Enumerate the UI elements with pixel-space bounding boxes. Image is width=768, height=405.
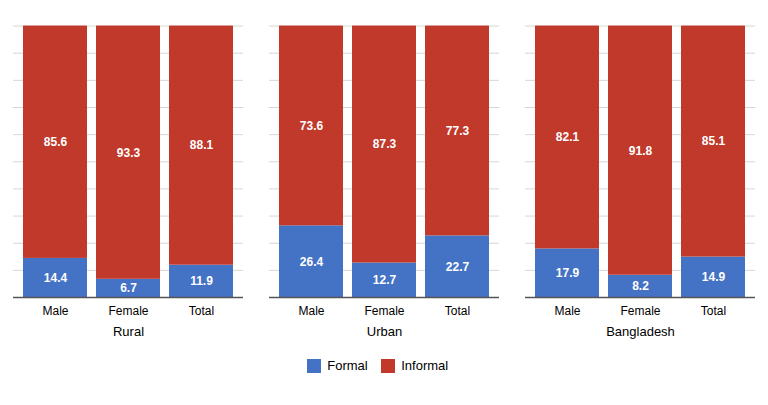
svg-text:85.6: 85.6 — [44, 135, 68, 149]
svg-text:Total: Total — [701, 304, 726, 318]
svg-text:6.7: 6.7 — [120, 281, 137, 295]
svg-text:8.2: 8.2 — [632, 279, 649, 293]
svg-text:14.4: 14.4 — [44, 271, 68, 285]
svg-text:Urban: Urban — [367, 324, 402, 339]
svg-text:Rural: Rural — [113, 324, 144, 339]
svg-text:85.1: 85.1 — [702, 134, 726, 148]
svg-text:12.7: 12.7 — [373, 273, 397, 287]
svg-text:Female: Female — [364, 304, 404, 318]
svg-text:Male: Male — [298, 304, 324, 318]
svg-text:82.1: 82.1 — [556, 130, 580, 144]
svg-text:14.9: 14.9 — [702, 270, 726, 284]
svg-text:Male: Male — [42, 304, 68, 318]
svg-text:Bangladesh: Bangladesh — [606, 324, 675, 339]
svg-text:88.1: 88.1 — [190, 138, 214, 152]
svg-text:26.4: 26.4 — [300, 255, 324, 269]
svg-text:Female: Female — [620, 304, 660, 318]
svg-text:Male: Male — [554, 304, 580, 318]
svg-text:93.3: 93.3 — [117, 146, 141, 160]
svg-text:Female: Female — [108, 304, 148, 318]
svg-text:91.8: 91.8 — [629, 143, 653, 157]
html-text:Informal: Informal — [401, 358, 449, 373]
svg-text:Total: Total — [445, 304, 470, 318]
svg-text:17.9: 17.9 — [556, 266, 580, 280]
svg-text:22.7: 22.7 — [446, 260, 470, 274]
svg-text:77.3: 77.3 — [446, 124, 470, 138]
svg-text:Total: Total — [189, 304, 214, 318]
svg-text:73.6: 73.6 — [300, 119, 324, 133]
html-text:Formal: Formal — [327, 358, 368, 373]
svg-text:87.3: 87.3 — [373, 137, 397, 151]
svg-text:11.9: 11.9 — [190, 274, 213, 288]
